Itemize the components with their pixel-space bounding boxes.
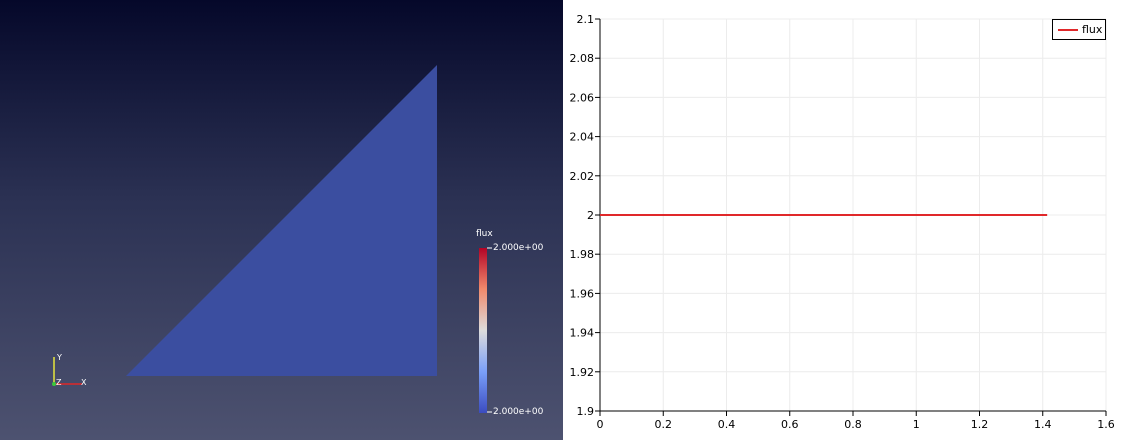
colorbar-title: flux bbox=[476, 229, 493, 239]
x-tick-label: 0 bbox=[597, 418, 604, 431]
y-tick-label: 2.06 bbox=[570, 91, 595, 104]
y-tick-label: 2.04 bbox=[570, 131, 595, 144]
x-tick-label: 1.2 bbox=[971, 418, 989, 431]
colorbar[interactable] bbox=[479, 248, 487, 413]
y-tick-label: 2.02 bbox=[570, 170, 595, 183]
render-view[interactable]: Y X Z flux 2.000e+00 2.000e+00 bbox=[0, 0, 563, 440]
x-tick-label: 0.6 bbox=[781, 418, 799, 431]
orientation-axes: Y X Z bbox=[52, 353, 87, 387]
legend-label-flux: flux bbox=[1082, 23, 1103, 36]
y-tick-label: 2.1 bbox=[577, 13, 595, 26]
chart-legend: flux bbox=[1052, 19, 1106, 40]
x-axis-label: X bbox=[81, 378, 87, 387]
colorbar-min-label: 2.000e+00 bbox=[493, 407, 544, 417]
y-tick-label: 1.9 bbox=[577, 405, 595, 418]
line-chart-view[interactable]: 0 0.2 0.4 0.6 0.8 1 1.2 1.4 1.6 1.9 1.92 1.94 1.96 1.… bbox=[563, 0, 1126, 440]
x-tick-label: 1 bbox=[913, 418, 920, 431]
x-tick-label: 0.2 bbox=[655, 418, 673, 431]
x-tick-label: 1.6 bbox=[1097, 418, 1115, 431]
chart-canvas[interactable]: 0 0.2 0.4 0.6 0.8 1 1.2 1.4 1.6 1.9 1.92 1.94 1.96 1.… bbox=[563, 0, 1126, 440]
flux-surface bbox=[126, 65, 437, 376]
y-tick-label: 2.08 bbox=[570, 52, 595, 65]
x-tick-label: 1.4 bbox=[1034, 418, 1052, 431]
y-tick-label: 1.96 bbox=[570, 287, 595, 300]
z-axis-arrow bbox=[52, 382, 56, 386]
y-tick-label: 1.94 bbox=[570, 327, 595, 340]
y-axis-label: Y bbox=[56, 353, 62, 362]
y-tick-label: 2 bbox=[587, 209, 594, 222]
y-tick-label: 1.98 bbox=[570, 248, 595, 261]
legend-swatch-flux bbox=[1058, 29, 1078, 31]
x-tick-label: 0.8 bbox=[844, 418, 862, 431]
x-tick-label: 0.4 bbox=[718, 418, 736, 431]
render-canvas[interactable]: Y X Z bbox=[0, 0, 563, 440]
colorbar-max-label: 2.000e+00 bbox=[493, 243, 544, 253]
z-axis-label: Z bbox=[56, 378, 62, 387]
y-tick-label: 1.92 bbox=[570, 366, 595, 379]
